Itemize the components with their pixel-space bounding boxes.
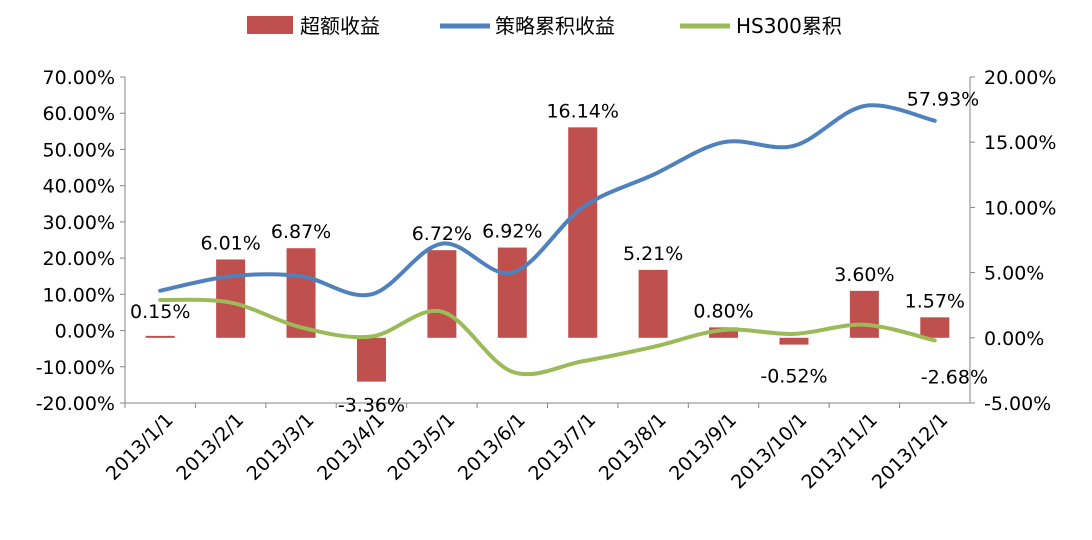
bar xyxy=(145,335,175,338)
bar-data-label: 0.15% xyxy=(130,301,190,323)
hs300-cumulative-line xyxy=(158,297,937,377)
bar-data-label: 6.92% xyxy=(482,221,542,243)
left-tick-label: 50.00% xyxy=(43,139,115,161)
line-series xyxy=(158,103,937,377)
x-tick-label: 2013/10/1 xyxy=(727,409,811,493)
bar xyxy=(497,247,527,338)
bar-data-label: 6.72% xyxy=(412,223,472,245)
x-tick-label: 2013/4/1 xyxy=(313,409,389,485)
bar-data-label: 5.21% xyxy=(623,243,683,265)
left-tick-label: 10.00% xyxy=(43,284,115,306)
bar-data-label: 6.01% xyxy=(200,232,260,254)
bar-data-label: 3.60% xyxy=(834,264,894,286)
strategy-cumulative-line xyxy=(158,103,937,298)
x-tick-label: 2013/1/1 xyxy=(102,409,178,485)
bar xyxy=(709,327,739,338)
x-tick-label: 2013/11/1 xyxy=(797,409,881,493)
x-tick-label: 2013/2/1 xyxy=(172,409,248,485)
left-y-axis: 70.00% 60.00% 50.00% 40.00% 30.00% 20.00% 10.0… xyxy=(36,67,126,415)
x-tick-label: 2013/12/1 xyxy=(868,409,952,493)
bar xyxy=(638,269,668,338)
left-tick-label: 30.00% xyxy=(43,212,115,234)
x-tick-label: 2013/6/1 xyxy=(454,409,530,485)
bar xyxy=(427,250,457,338)
left-tick-label: 0.00% xyxy=(55,321,115,343)
legend-label-bar: 超额收益 xyxy=(300,14,380,38)
right-y-axis: 20.00% 15.00% 10.00% 5.00% 0.00% -5.00% xyxy=(969,67,1056,415)
hs300-end-label: -2.68% xyxy=(921,366,988,388)
right-tick-label: 10.00% xyxy=(984,197,1056,219)
left-tick-label: 20.00% xyxy=(43,248,115,270)
bar-data-label: -0.52% xyxy=(760,366,827,388)
x-tick-label: 2013/7/1 xyxy=(524,409,600,485)
bar xyxy=(568,127,598,338)
right-tick-label: -5.00% xyxy=(984,393,1051,415)
bar-data-label: 1.57% xyxy=(905,290,965,312)
left-tick-label: 60.00% xyxy=(43,103,115,125)
bar xyxy=(216,259,246,338)
x-tick-label: 2013/5/1 xyxy=(384,409,460,485)
x-axis: 2013/1/12013/2/12013/3/12013/4/12013/5/1… xyxy=(102,402,970,493)
bar-data-label: 6.87% xyxy=(271,221,331,243)
left-tick-label: 40.00% xyxy=(43,176,115,198)
x-tick-label: 2013/8/1 xyxy=(595,409,671,485)
bar-data-label: -3.36% xyxy=(338,395,405,417)
legend-label-hs300: HS300累积 xyxy=(736,14,842,38)
bar xyxy=(849,290,879,338)
left-tick-label: -20.00% xyxy=(36,393,115,415)
bar-series xyxy=(145,127,950,382)
right-tick-label: 15.00% xyxy=(984,132,1056,154)
left-tick-label: 70.00% xyxy=(43,67,115,89)
legend-label-strategy: 策略累积收益 xyxy=(495,14,615,38)
right-tick-label: 0.00% xyxy=(984,328,1044,350)
bar xyxy=(356,337,386,382)
left-tick-label: -10.00% xyxy=(36,357,115,379)
bar-data-label: 16.14% xyxy=(546,100,618,122)
data-labels: 0.15% 6.01% 6.87% -3.36% 6.72% 6.92% 16.14% 5.2… xyxy=(130,89,988,417)
bar-data-label: 0.80% xyxy=(693,300,753,322)
x-tick-label: 2013/9/1 xyxy=(665,409,741,485)
right-tick-label: 20.00% xyxy=(984,67,1056,89)
x-tick-label: 2013/3/1 xyxy=(243,409,319,485)
legend: 超额收益 策略累积收益 HS300累积 xyxy=(247,14,842,38)
strategy-end-label: 57.93% xyxy=(907,89,979,111)
right-tick-label: 5.00% xyxy=(984,263,1044,285)
bar xyxy=(779,337,809,345)
legend-swatch-bar xyxy=(247,16,293,34)
bar xyxy=(920,317,950,338)
